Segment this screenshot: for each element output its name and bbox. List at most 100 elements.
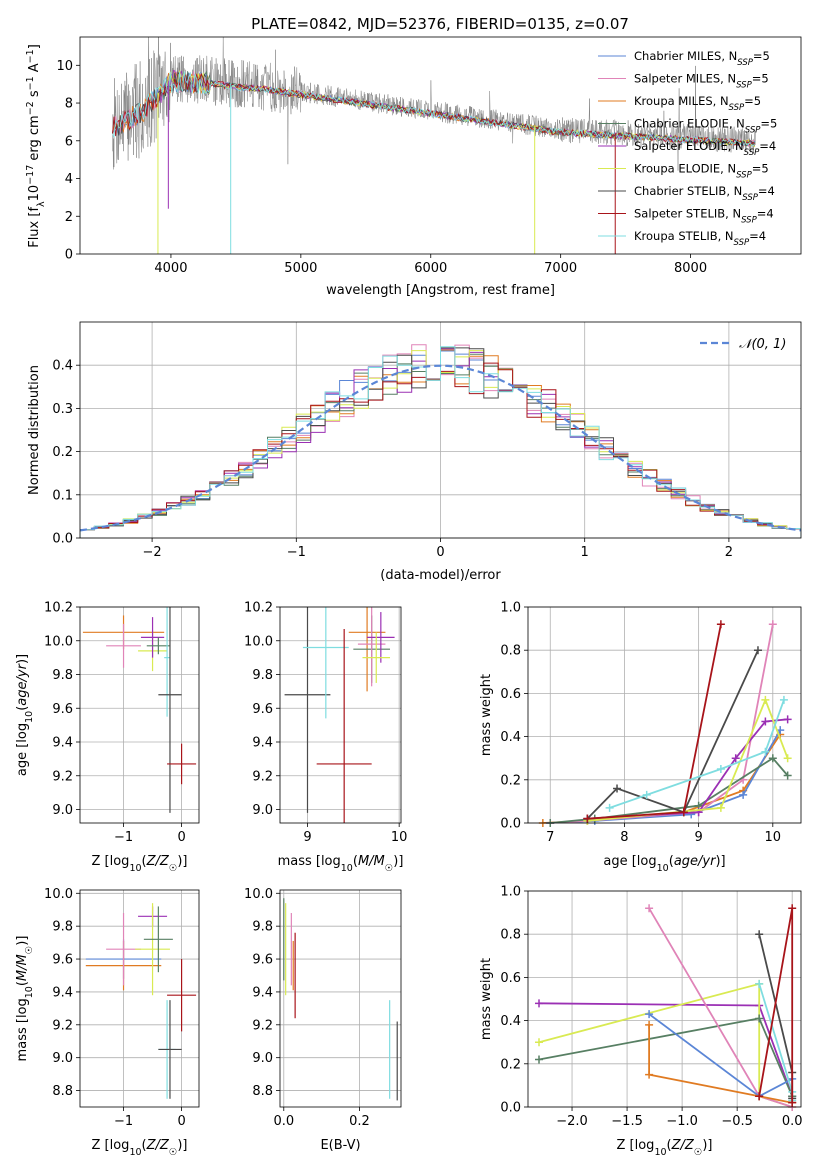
mass-vs-z-ylabel: mass [log10(M/M☉)] — [15, 936, 35, 1062]
age-vs-mass-frame — [279, 606, 402, 824]
legend-label-normal: 𝒩(0, 1) — [739, 337, 786, 352]
weight-vs-z-xtick-label: −1.0 — [666, 1114, 698, 1129]
weight-vs-age-marker-kroupa-elodie — [783, 754, 792, 763]
spectrum-ytick-label: 4 — [65, 172, 73, 187]
mass-vs-extinction-panel: 0.0 0.2 8.8 9.0 9.2 9.4 9.6 9.8 10.0 E(B-V) — [244, 887, 402, 1153]
legend-label-salpeter-miles-n-ssp-5: Salpeter MILES, NSSP=5 — [634, 72, 769, 91]
legend-label-chabrier-stelib-n-ssp-4: Chabrier STELIB, NSSP=4 — [634, 184, 775, 203]
age-vs-z-xtick-label: 0 — [177, 830, 185, 845]
weight-vs-age-ytick-label: 0.4 — [500, 730, 521, 745]
spectrum-xtick-label: 6000 — [414, 261, 447, 276]
mass-vs-ebv-ytick-label: 9.6 — [252, 953, 273, 968]
age-vs-mass-ytick-label: 9.6 — [252, 702, 273, 717]
age-vs-z-ytick-label: 9.4 — [52, 736, 73, 751]
residuals-ytick-label: 0.3 — [52, 402, 73, 417]
weight-vs-age-frame — [527, 606, 802, 824]
weight-vs-age-marker-kroupa-stelib — [779, 695, 788, 704]
age-vs-mass-ytick-label: 9.4 — [252, 736, 273, 751]
spectrum-ytick-label: 8 — [65, 97, 73, 112]
mass-vs-ebv-ytick-label: 8.8 — [252, 1084, 273, 1099]
residuals-xtick-label: 2 — [725, 545, 733, 560]
age-vs-mass-xlabel: mass [log10(M/M☉)] — [278, 854, 404, 874]
mass-vs-ebv-ytick-label: 9.2 — [252, 1018, 273, 1033]
mass-vs-ebv-xlabel: E(B-V) — [320, 1138, 360, 1153]
weight-vs-z-marker-salpeter-stelib — [788, 904, 797, 913]
spectrum-ytick-label: 2 — [65, 210, 73, 225]
age-vs-z-ylabel: age [log10(age/yr)] — [15, 654, 35, 776]
residuals-ytick-label: 0.4 — [52, 359, 73, 374]
weight-vs-z-marker-kroupa-stelib — [755, 979, 764, 988]
legend-label-kroupa-elodie-n-ssp-5: Kroupa ELODIE, NSSP=5 — [634, 162, 769, 181]
spectrum-ytick-label: 6 — [65, 134, 73, 149]
weight-vs-z-xtick-label: −2.0 — [556, 1114, 588, 1129]
legend-label-chabrier-miles-n-ssp-5: Chabrier MILES, NSSP=5 — [634, 49, 770, 68]
weight-vs-z-series-kroupa-miles — [648, 1024, 793, 1104]
age-vs-z-ytick-label: 9.8 — [52, 668, 73, 683]
residual-histogram-panel: −2 −1 0 1 2 0.0 0.1 0.2 0.3 0.4 𝒩(0, 1) (data-model… — [27, 321, 802, 583]
weight-vs-age-marker-chabrier-miles — [739, 790, 748, 799]
weight-vs-age-ytick-label: 0.0 — [500, 817, 521, 832]
weight-vs-z-marker-kroupa-elodie — [535, 1038, 544, 1047]
mass-vs-z-xlabel: Z [log10(Z/Z☉)] — [92, 1138, 188, 1158]
weight-vs-age-marker-salpeter-miles — [768, 620, 777, 629]
mass-vs-z-frame — [79, 889, 200, 1108]
mass-vs-ebv-ytick-label: 10.0 — [244, 887, 273, 902]
residuals-ytick-label: 0.1 — [52, 488, 73, 503]
weight-vs-age-series-salpeter-stelib — [587, 624, 722, 820]
weight-vs-z-series-chabrier-elodie — [538, 1017, 794, 1097]
weight-vs-z-xtick-label: −0.5 — [721, 1114, 753, 1129]
weight-vs-z-marker-chabrier-elodie — [535, 1055, 544, 1064]
weight-vs-z-marker-chabrier-miles — [645, 1010, 654, 1019]
residuals-xtick-label: 1 — [581, 545, 589, 560]
residuals-ytick-label: 0.0 — [52, 532, 73, 547]
age-vs-mass-ytick-label: 10.2 — [244, 601, 273, 616]
weight-vs-age-xtick-label: 9 — [694, 830, 702, 845]
weight-vs-metallicity-panel: −2.0 −1.5 −1.0 −0.5 0.0 0.0 0.2 0.4 0.6 0.8 1.0 Z [… — [479, 885, 803, 1158]
weight-vs-age-ytick-label: 0.8 — [500, 644, 521, 659]
spectrum-ylabel: Flux [fλ10−17 erg cm−2 s−1 A−1] — [25, 44, 47, 248]
age-vs-z-ytick-label: 10.2 — [44, 601, 73, 616]
age-vs-metallicity-panel: −1 0 9.0 9.2 9.4 9.6 9.8 10.0 10.2 Z [log10(Z/Z☉)… — [15, 601, 200, 874]
legend-label-salpeter-elodie-n-ssp-4: Salpeter ELODIE, NSSP=4 — [634, 139, 776, 158]
residuals-ylabel: Normed distribution — [27, 365, 42, 495]
figure-title: PLATE=0842, MJD=52376, FIBERID=0135, z=0… — [251, 15, 629, 33]
residuals-xtick-label: −2 — [143, 545, 162, 560]
weight-vs-z-ytick-label: 0.2 — [500, 1057, 521, 1072]
age-vs-mass-ytick-label: 9.2 — [252, 769, 273, 784]
spectrum-xlabel: wavelength [Angstrom, rest frame] — [326, 283, 555, 298]
weight-vs-z-marker-salpeter-miles — [645, 904, 654, 913]
residuals-ytick-label: 0.2 — [52, 445, 73, 460]
weight-vs-age-marker-kroupa-stelib — [605, 803, 614, 812]
age-vs-mass-panel: 9 10 9.0 9.2 9.4 9.6 9.8 10.0 10.2 mass [log10(M/… — [244, 601, 407, 874]
mass-vs-z-ytick-label: 9.0 — [52, 1051, 73, 1066]
weight-vs-z-marker-salpeter-elodie — [535, 999, 544, 1008]
weight-vs-z-ytick-label: 0.6 — [500, 971, 521, 986]
weight-vs-age-marker-chabrier-elodie — [768, 754, 777, 763]
weight-vs-age-marker-chabrier-elodie — [783, 771, 792, 780]
weight-vs-age-ytick-label: 0.6 — [500, 687, 521, 702]
age-vs-z-ytick-label: 9.2 — [52, 769, 73, 784]
weight-vs-age-xtick-label: 7 — [546, 830, 554, 845]
age-vs-z-frame — [79, 606, 200, 824]
weight-vs-z-marker-salpeter-stelib — [755, 1092, 764, 1101]
mass-vs-ebv-ytick-label: 9.8 — [252, 920, 273, 935]
mass-vs-z-ytick-label: 9.2 — [52, 1018, 73, 1033]
age-vs-z-xlabel: Z [log10(Z/Z☉)] — [92, 854, 188, 874]
weight-vs-age-series-chabrier-stelib — [586, 649, 759, 820]
weight-vs-age-marker-chabrier-stelib — [613, 784, 622, 793]
weight-vs-z-series-salpeter-elodie — [538, 1002, 794, 1097]
legend-label-salpeter-stelib-n-ssp-4: Salpeter STELIB, NSSP=4 — [634, 207, 774, 226]
mass-vs-z-ytick-label: 10.0 — [44, 887, 73, 902]
spectrum-frame — [79, 36, 802, 255]
mass-vs-z-xtick-label: 0 — [177, 1114, 185, 1129]
age-vs-z-xtick-label: −1 — [114, 830, 133, 845]
weight-vs-age-marker-kroupa-stelib — [642, 790, 651, 799]
spectrum-xtick-label: 5000 — [284, 261, 317, 276]
spectrum-ytick-label: 0 — [65, 248, 73, 263]
mass-vs-ebv-frame — [279, 889, 402, 1108]
weight-vs-age-marker-salpeter-stelib — [583, 814, 592, 823]
weight-vs-z-ytick-label: 1.0 — [500, 885, 521, 900]
weight-vs-age-marker-salpeter-stelib — [679, 808, 688, 817]
mass-vs-z-ytick-label: 9.4 — [52, 985, 73, 1000]
weight-vs-z-xtick-label: −1.5 — [611, 1114, 643, 1129]
